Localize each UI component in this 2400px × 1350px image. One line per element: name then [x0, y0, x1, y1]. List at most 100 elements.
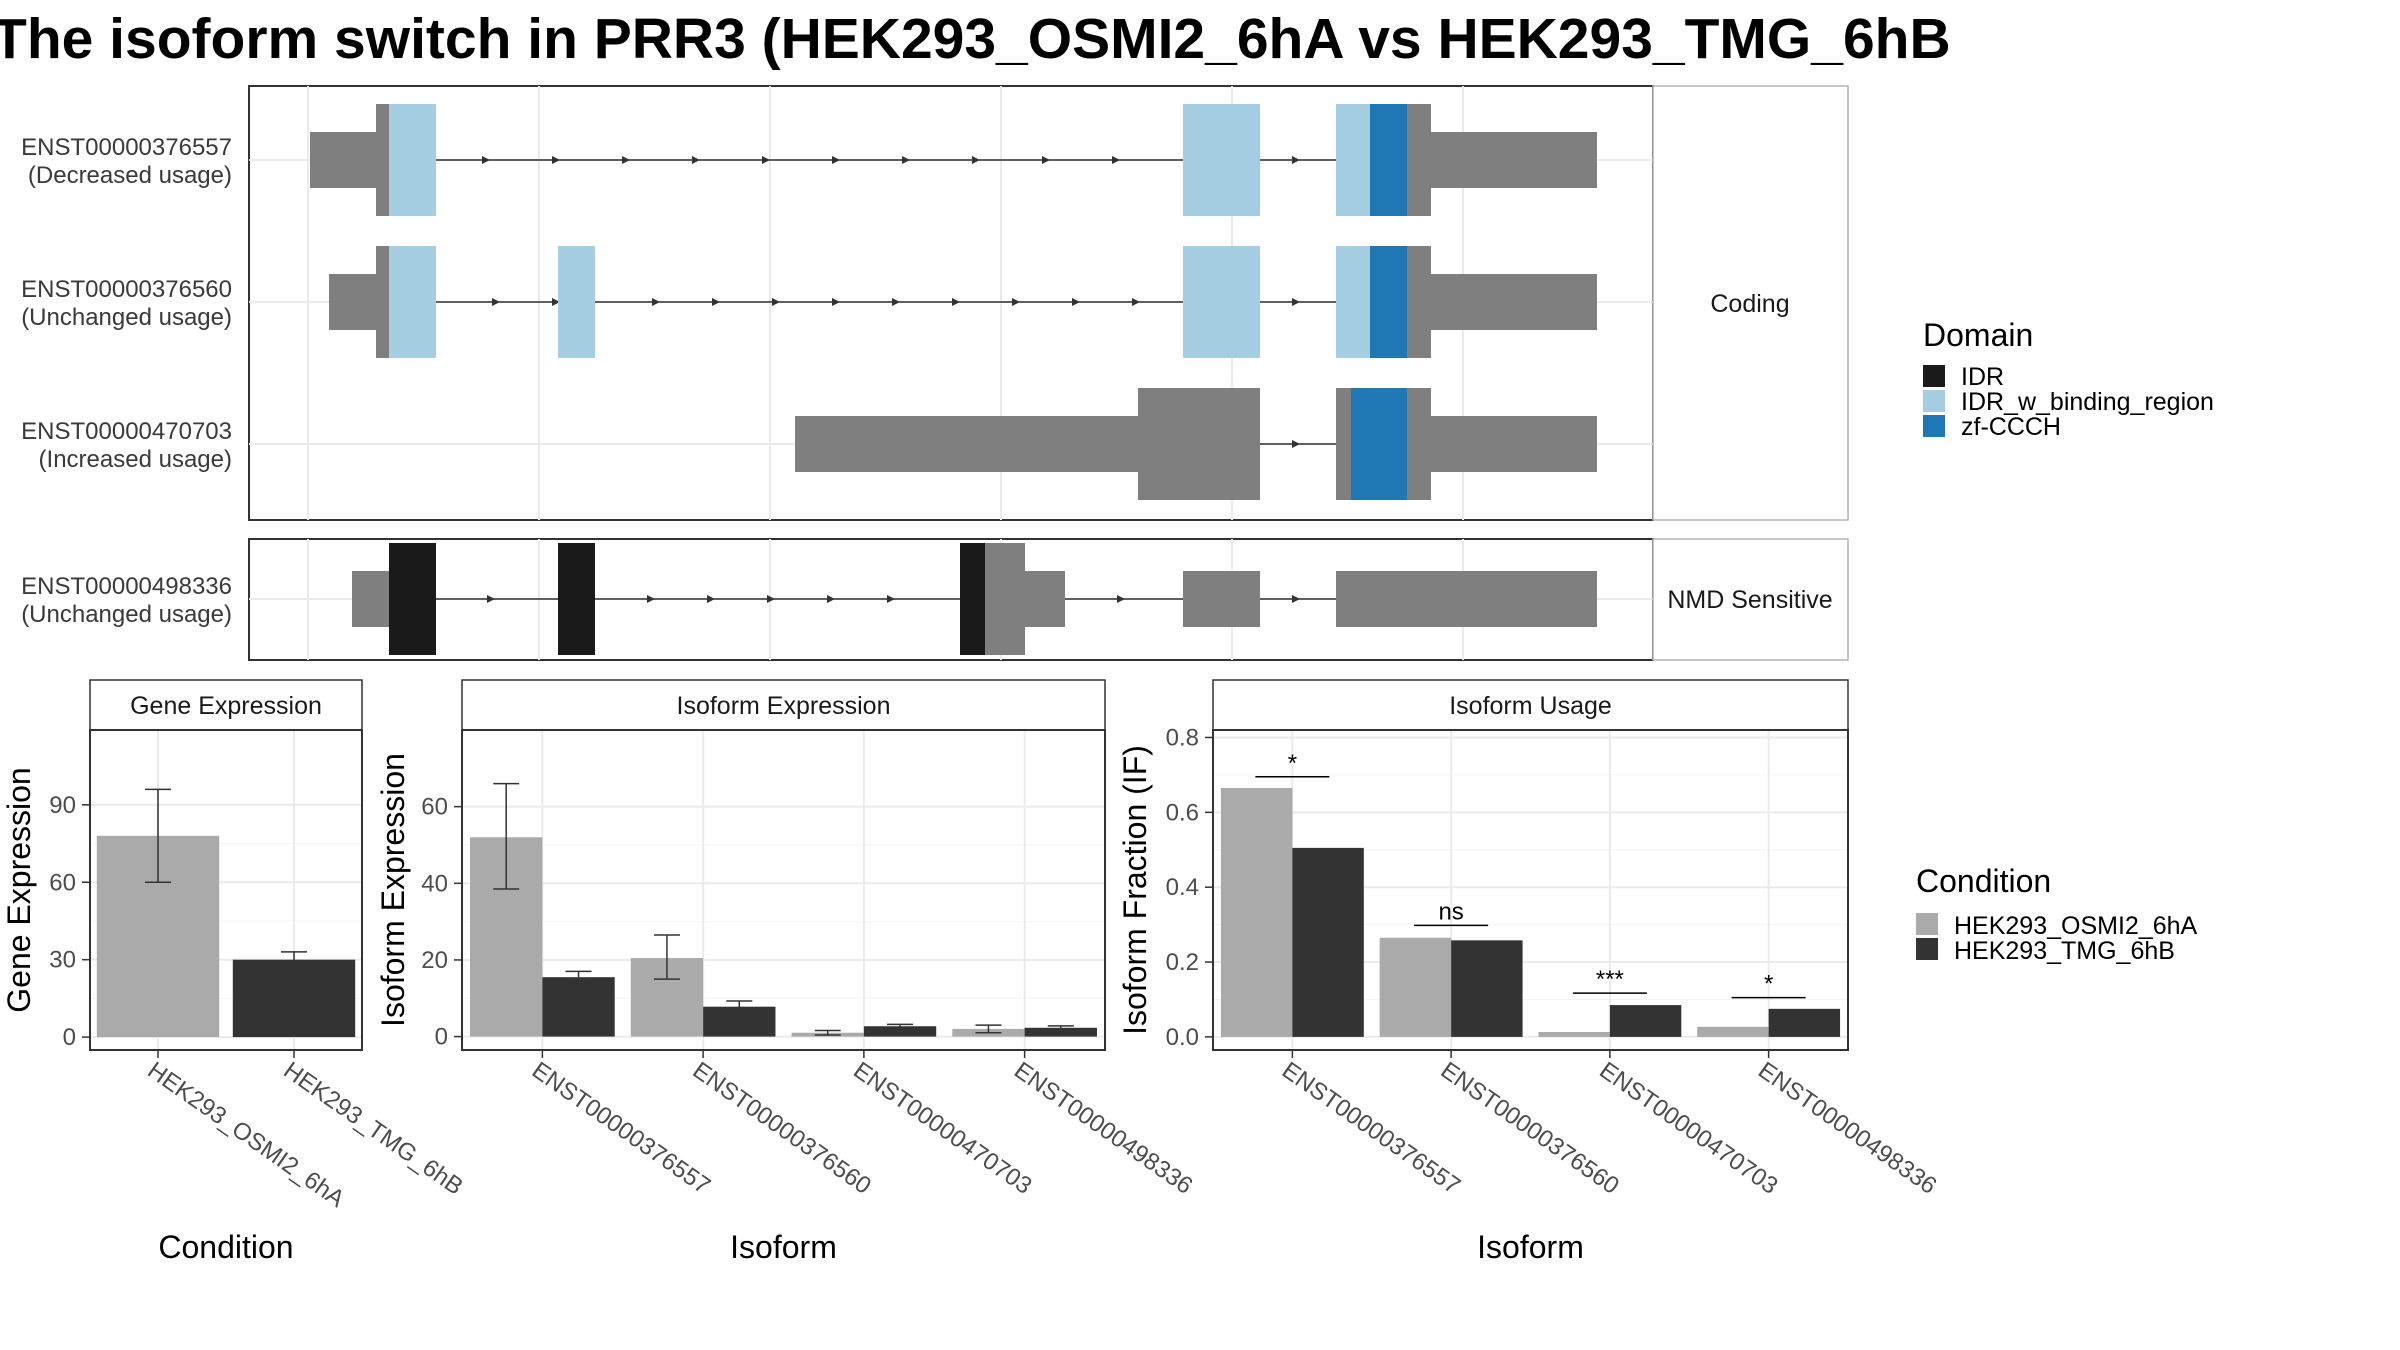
isoform-model-ENST00000498336 — [352, 543, 1597, 655]
y-tick-label: 0.0 — [1166, 1024, 1199, 1051]
chart-strip — [89, 679, 363, 731]
chart-title: Isoform Usage — [1449, 692, 1612, 720]
isoform-label-usage: (Unchanged usage) — [21, 304, 232, 331]
exon — [795, 416, 1140, 472]
isoform-label-usage: (Increased usage) — [39, 446, 232, 473]
exon — [1183, 571, 1260, 627]
plot-border — [461, 729, 1106, 1051]
panel-label-nmd-sensitive: NMD Sensitive — [1667, 586, 1832, 614]
bar — [1220, 788, 1293, 1037]
y-axis-title: Isoform Fraction (IF) — [1117, 745, 1153, 1035]
bar — [1609, 1005, 1682, 1037]
y-tick-label: 0.8 — [1166, 724, 1199, 751]
panel-label-coding: Coding — [1710, 290, 1789, 318]
structure-panel-coding: Coding — [248, 85, 1849, 521]
y-tick-label: 20 — [421, 947, 448, 974]
x-tick-label: ENST00000376557 — [527, 1057, 715, 1200]
legend-condition-title: Condition — [1916, 863, 2051, 899]
legend-label: IDR_w_binding_region — [1961, 388, 2214, 416]
significance-label: *** — [1596, 966, 1624, 993]
bar — [1768, 1008, 1841, 1037]
bar — [1697, 1026, 1769, 1037]
legend-condition: Condition HEK293_OSMI2_6hA HEK293_TMG_6h… — [1916, 863, 2198, 965]
x-tick-label: ENST00000470703 — [848, 1057, 1036, 1200]
y-tick-label: 0 — [63, 1024, 76, 1051]
y-axis-title: Isoform Expression — [375, 753, 411, 1027]
y-tick-label: 60 — [421, 794, 448, 821]
bar — [542, 977, 615, 1037]
legend-key-zf-CCCH — [1923, 415, 1945, 437]
y-tick-label: 0.6 — [1166, 799, 1199, 826]
chart-title: Isoform Expression — [677, 692, 891, 720]
domain-IDR — [960, 543, 985, 655]
bar — [863, 1026, 937, 1037]
plot-border — [1212, 729, 1849, 1051]
domain-IDR_w_binding_region — [389, 104, 436, 216]
isoform-label-id: ENST00000470703 — [21, 418, 232, 445]
x-axis-title: Isoform — [1477, 1229, 1584, 1265]
y-tick-label: 0.2 — [1166, 949, 1199, 976]
y-tick-label: 90 — [49, 792, 76, 819]
domain-IDR_w_binding_region — [389, 246, 436, 358]
bar — [1024, 1027, 1097, 1037]
domain-IDR — [389, 543, 436, 655]
domain-zf-CCCH — [1370, 246, 1407, 358]
exon — [1336, 571, 1597, 627]
figure-title: The isoform switch in PRR3 (HEK293_OSMI2… — [0, 7, 1951, 71]
exon — [1138, 388, 1260, 500]
legend-label: HEK293_TMG_6hB — [1954, 937, 2175, 965]
x-axis-title: Condition — [158, 1229, 293, 1265]
legend-key-IDR — [1923, 365, 1945, 387]
y-tick-label: 40 — [421, 870, 448, 897]
legend-label: zf-CCCH — [1961, 413, 2061, 441]
y-tick-label: 0 — [435, 1024, 448, 1051]
legend-key-condition-a — [1916, 913, 1938, 935]
domain-IDR_w_binding_region — [1336, 104, 1370, 216]
panel-strip-coding — [1652, 85, 1849, 521]
isoform-label-id: ENST00000376560 — [21, 276, 232, 303]
legend-domain-title: Domain — [1923, 317, 2033, 353]
x-tick-label: ENST00000498336 — [1009, 1057, 1197, 1200]
chart-strip — [1212, 679, 1849, 731]
isoform-model-ENST00000376560 — [329, 246, 1597, 358]
legend-key-condition-b — [1916, 938, 1938, 960]
isoform-model-ENST00000376557 — [310, 104, 1597, 216]
isoform-label-usage: (Unchanged usage) — [21, 601, 232, 628]
domain-IDR — [558, 543, 595, 655]
domain-IDR_w_binding_region — [558, 246, 595, 358]
exon — [1025, 571, 1065, 627]
exon — [1431, 274, 1597, 330]
structure-panel-nmd: NMD Sensitive — [248, 538, 1849, 661]
y-tick-label: 30 — [49, 947, 76, 974]
isoform-row-labels: ENST00000376557 (Decreased usage) ENST00… — [21, 134, 232, 628]
legend-key-IDR_w_binding_region — [1923, 390, 1945, 412]
y-axis-title: Gene Expression — [1, 767, 37, 1012]
bar — [1292, 847, 1364, 1037]
chart-isoform-usage: Isoform Usage*ns*** *0.00.20.40.60.8ENST0… — [1117, 679, 1941, 1265]
significance-label: * — [1288, 750, 1297, 777]
plot-border — [89, 729, 363, 1051]
domain-IDR_w_binding_region — [1336, 246, 1370, 358]
isoform-label-id: ENST00000498336 — [21, 573, 232, 600]
chart-isoform-expression: Isoform Expression 0 20 40 60 ENST00000376557… — [375, 679, 1197, 1265]
isoform-label-usage: (Decreased usage) — [28, 162, 232, 189]
x-tick-label: ENST00000376560 — [688, 1057, 876, 1200]
isoform-label-id: ENST00000376557 — [21, 134, 232, 161]
domain-zf-CCCH — [1351, 388, 1407, 500]
isoform-model-ENST00000470703 — [795, 388, 1597, 500]
legend-label: HEK293_OSMI2_6hA — [1954, 912, 2198, 940]
legend-label: IDR — [1961, 363, 2004, 391]
bar — [1451, 940, 1523, 1037]
bar — [232, 959, 356, 1038]
domain-zf-CCCH — [1370, 104, 1407, 216]
significance-label: * — [1764, 971, 1773, 998]
bar — [1538, 1032, 1610, 1037]
significance-label: ns — [1438, 898, 1463, 925]
y-tick-label: 0.4 — [1166, 874, 1199, 901]
y-tick-label: 60 — [49, 869, 76, 896]
domain-IDR_w_binding_region — [1183, 104, 1260, 216]
domain-IDR_w_binding_region — [1183, 246, 1260, 358]
exon — [1431, 416, 1597, 472]
x-axis-title: Isoform — [730, 1229, 837, 1265]
